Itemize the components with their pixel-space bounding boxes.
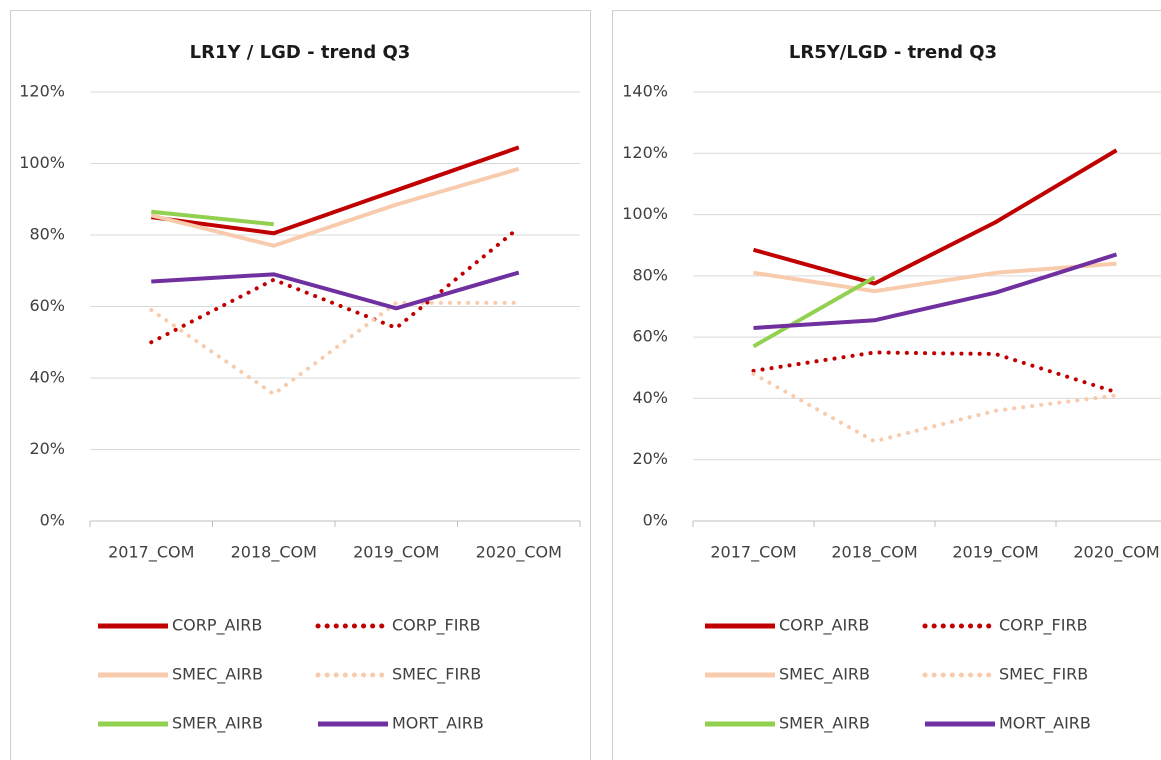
x-tick-label: 2020_COM: [476, 543, 562, 563]
y-tick-label: 60%: [632, 327, 668, 346]
series-line: [150, 166, 520, 248]
panel: [10, 10, 591, 760]
legend-label: MORT_AIRB: [392, 714, 484, 734]
x-tick-label: 2019_COM: [353, 543, 439, 563]
legend-label: SMER_AIRB: [172, 714, 263, 734]
series-line: [753, 261, 1117, 294]
panel: [612, 10, 1161, 760]
legend-label: SMEC_FIRB: [392, 665, 481, 685]
series-line: [150, 145, 520, 236]
y-tick-label: 40%: [632, 388, 668, 407]
legend-label: CORP_AIRB: [172, 616, 262, 636]
x-tick-label: 2018_COM: [231, 543, 317, 563]
series-line: [751, 350, 1119, 395]
y-tick-label: 120%: [19, 82, 65, 101]
series-line: [752, 148, 1118, 286]
y-tick-label: 20%: [632, 449, 668, 468]
chart-title: LR1Y / LGD - trend Q3: [190, 42, 411, 63]
y-tick-label: 0%: [40, 511, 65, 530]
x-tick-label: 2020_COM: [1073, 543, 1159, 563]
x-tick-label: 2018_COM: [831, 543, 917, 563]
series-line: [752, 275, 876, 349]
legend-label: MORT_AIRB: [999, 714, 1091, 734]
series-line: [149, 300, 521, 397]
x-tick-label: 2017_COM: [108, 543, 194, 563]
series-line: [151, 209, 274, 227]
chart-title: LR5Y/LGD - trend Q3: [789, 42, 997, 63]
y-tick-label: 100%: [19, 153, 65, 172]
y-tick-label: 40%: [29, 368, 65, 387]
legend-label: CORP_AIRB: [779, 616, 869, 636]
legend-label: SMEC_AIRB: [172, 665, 263, 685]
legend-label: CORP_FIRB: [392, 616, 481, 636]
x-tick-label: 2017_COM: [710, 543, 796, 563]
legend-label: SMEC_FIRB: [999, 665, 1088, 685]
series-line: [751, 371, 1119, 444]
y-tick-label: 100%: [622, 204, 668, 223]
y-tick-label: 80%: [632, 265, 668, 284]
legend-label: SMER_AIRB: [779, 714, 870, 734]
legend-label: SMEC_AIRB: [779, 665, 870, 685]
legend-label: CORP_FIRB: [999, 616, 1088, 636]
y-tick-label: 20%: [29, 439, 65, 458]
y-tick-label: 0%: [643, 511, 668, 530]
y-tick-label: 60%: [29, 296, 65, 315]
y-tick-label: 80%: [29, 225, 65, 244]
y-tick-label: 140%: [622, 82, 668, 101]
series-line: [753, 252, 1118, 330]
x-tick-label: 2019_COM: [952, 543, 1038, 563]
y-tick-label: 120%: [622, 143, 668, 162]
series-line: [151, 270, 520, 311]
